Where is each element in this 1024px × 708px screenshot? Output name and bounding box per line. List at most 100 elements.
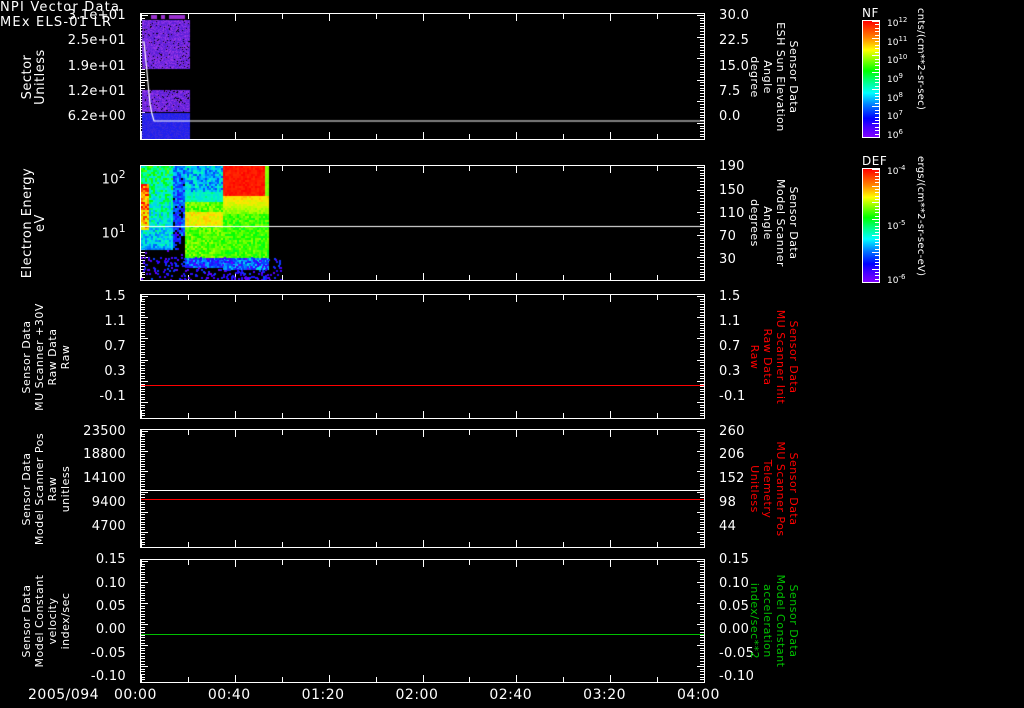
y-tick — [141, 582, 148, 583]
colorbar-tick-mark — [875, 79, 879, 80]
y-tick — [700, 413, 704, 414]
colorbar-tick-mark — [875, 255, 879, 256]
y-tick — [141, 301, 145, 302]
colorbar-tick-mark — [872, 38, 879, 39]
y-tick — [700, 307, 704, 308]
left-tick-label: 18800 — [83, 447, 126, 463]
x-minor-tick — [282, 677, 283, 682]
y-tick — [141, 661, 145, 662]
y-tick — [700, 502, 704, 503]
x-major-tick — [423, 540, 424, 547]
colorbar-tick-mark — [875, 103, 879, 104]
y-tick — [700, 456, 704, 457]
y-tick — [700, 504, 704, 505]
y-tick — [700, 336, 704, 337]
left-axis-title-line: Model Constant — [33, 574, 46, 668]
plot-panel-npi-vector-data[interactable] — [140, 13, 705, 140]
colorbar-tick-mark — [875, 196, 879, 197]
x-axis-tick-label: 00:40 — [207, 687, 251, 703]
y-tick — [141, 564, 145, 565]
y-tick — [700, 386, 704, 387]
x-major-tick — [610, 675, 611, 682]
x-major-tick — [704, 14, 705, 21]
x-minor-tick — [469, 413, 470, 418]
x-axis-tick-label: 01:20 — [301, 687, 345, 703]
y-tick — [700, 405, 704, 406]
x-minor-tick — [188, 677, 189, 682]
y-tick — [141, 600, 145, 601]
y-tick — [141, 572, 145, 573]
y-tick — [700, 585, 704, 586]
x-major-tick — [141, 675, 142, 682]
right-tick-label: 206 — [719, 447, 745, 463]
colorbar-tick-mark — [875, 76, 879, 77]
y-tick — [700, 373, 704, 374]
def-colorbar[interactable] — [862, 168, 880, 283]
x-major-tick — [610, 540, 611, 547]
right-axis-title-line: MU Scanner Init — [774, 309, 787, 404]
colorbar-tick-mark — [875, 172, 879, 173]
plot-panel-model-constant-velocity[interactable] — [140, 559, 705, 683]
y-tick — [697, 431, 704, 432]
y-tick — [141, 397, 145, 398]
colorbar-tick-mark — [872, 89, 879, 90]
y-tick — [141, 669, 145, 670]
y-tick — [697, 471, 704, 472]
right-tick-label: 260 — [719, 423, 745, 439]
plot-panel-model-scanner-pos-raw[interactable] — [140, 429, 705, 548]
x-major-tick — [516, 411, 517, 418]
y-tick — [141, 656, 145, 657]
y-tick — [141, 606, 145, 607]
left-axis-title-line: Unitless — [33, 48, 48, 105]
colorbar-tick-label: 108 — [887, 90, 903, 104]
y-tick — [700, 415, 704, 416]
y-tick — [141, 542, 145, 543]
y-tick — [141, 378, 145, 379]
y-tick — [141, 645, 148, 646]
y-tick — [700, 459, 704, 460]
y-tick — [141, 373, 145, 374]
y-tick — [700, 479, 704, 480]
y-tick — [141, 466, 145, 467]
y-tick — [700, 394, 704, 395]
colorbar-tick-mark — [875, 189, 879, 190]
y-tick — [700, 439, 704, 440]
y-tick — [700, 537, 704, 538]
y-tick — [141, 449, 145, 450]
y-tick — [697, 561, 704, 562]
y-tick — [141, 346, 145, 347]
y-tick — [700, 579, 704, 580]
colorbar-tick-mark — [872, 72, 879, 73]
colorbar-tick-mark — [875, 59, 879, 60]
y-tick — [700, 476, 704, 477]
left-tick-label: 101 — [101, 222, 126, 242]
x-major-tick — [329, 295, 330, 302]
y-tick — [141, 357, 145, 358]
y-tick — [700, 434, 704, 435]
colorbar-tick-mark — [875, 93, 879, 94]
y-tick — [697, 402, 704, 403]
nf-colorbar[interactable] — [862, 20, 880, 138]
x-ticks-top — [141, 295, 704, 302]
y-tick — [141, 519, 145, 520]
colorbar-tick-mark — [872, 186, 879, 187]
y-tick — [141, 399, 145, 400]
y-tick — [141, 299, 145, 300]
y-tick — [697, 582, 704, 583]
colorbar-tick-mark — [875, 86, 879, 87]
colorbar-tick-mark — [875, 24, 879, 25]
colorbar-tick-label: 109 — [887, 72, 903, 85]
y-tick — [700, 648, 704, 649]
x-minor-tick — [563, 560, 564, 565]
y-tick — [700, 669, 704, 670]
colorbar-label-def-colorbar: DEF — [862, 154, 888, 168]
y-ticks-right — [697, 560, 704, 682]
x-minor-tick — [657, 413, 658, 418]
plot-panel-mex-els-01-lr[interactable] — [140, 165, 705, 281]
y-ticks-left — [141, 295, 148, 418]
colorbar-tick-mark — [872, 202, 879, 203]
y-tick — [700, 349, 704, 350]
right-tick-label: 44 — [719, 518, 737, 534]
x-minor-tick — [657, 295, 658, 300]
plot-panel-mu-scanner-30v-raw[interactable] — [140, 294, 705, 419]
